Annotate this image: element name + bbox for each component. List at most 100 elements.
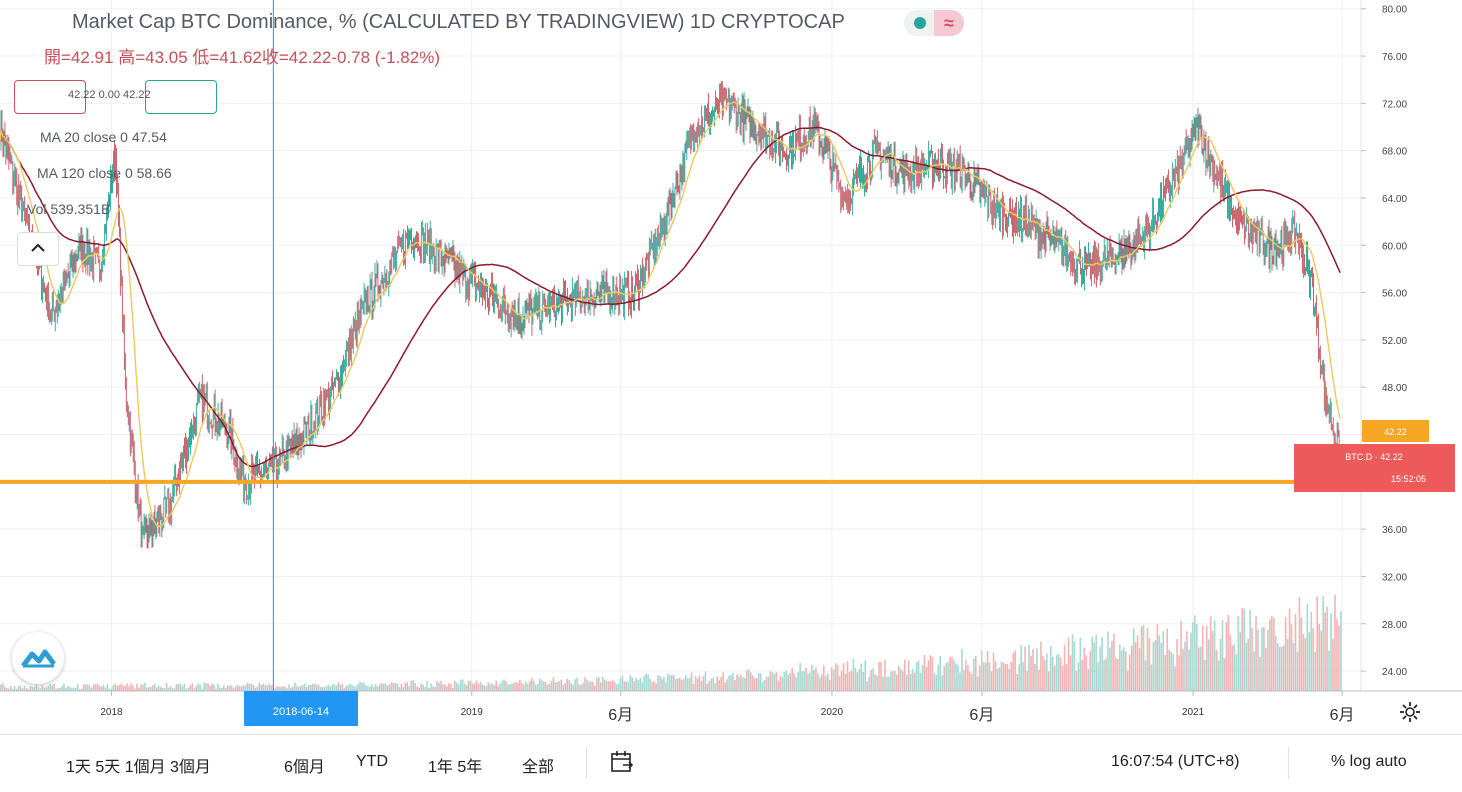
volume-bar (1012, 652, 1015, 691)
volume-bar (140, 684, 142, 691)
volume-bar (126, 683, 128, 691)
volume-bar (19, 685, 22, 691)
volume-bar (136, 683, 138, 691)
volume-bar (110, 688, 113, 691)
volume-bar (1065, 664, 1068, 691)
volume-bar (1217, 660, 1220, 691)
volume-bar (333, 684, 336, 691)
volume-bar (21, 688, 24, 691)
range-short-buttons[interactable]: 1天 5天 1個月 3個月 (66, 759, 211, 776)
logo-mark (21, 649, 56, 668)
volume-bar (907, 660, 910, 691)
volume-bar (325, 686, 328, 691)
volume-bar (558, 681, 561, 691)
volume-bar (712, 677, 715, 691)
volume-bar (1267, 629, 1269, 691)
volume-bar (347, 685, 349, 691)
tradingview-logo-icon[interactable] (12, 632, 64, 684)
volume-bar (226, 685, 229, 691)
volume-bar (923, 655, 926, 691)
volume-bar (742, 677, 744, 691)
volume-bar (751, 675, 754, 691)
range-years-buttons[interactable]: 1年 5年 (428, 759, 483, 776)
volume-bar (627, 681, 630, 691)
volume-bar (96, 683, 99, 691)
volume-bar (1168, 649, 1170, 691)
calendar-icon[interactable] (609, 749, 635, 775)
volume-bar (738, 676, 740, 691)
volume-bar (88, 685, 91, 691)
gear-icon[interactable] (1398, 700, 1422, 724)
volume-bar (327, 684, 330, 691)
chart-canvas[interactable]: 24.0028.0032.0036.0040.0044.0048.0052.00… (0, 0, 1462, 734)
ma120-legend[interactable]: MA 120 close 0 58.66 (37, 165, 172, 181)
volume-bar (1020, 645, 1022, 691)
volume-bar (1109, 647, 1111, 691)
y-tick-label: 52.00 (1382, 336, 1407, 347)
range-ytd-button[interactable]: YTD (356, 753, 388, 770)
volume-bar (899, 668, 902, 691)
volume-bar (959, 672, 961, 691)
volume-bar (1282, 645, 1285, 691)
volume-bar (994, 661, 997, 691)
volume-bar (866, 681, 869, 691)
volume-bar (422, 684, 424, 691)
volume-bar (530, 678, 533, 691)
volume-bar (266, 685, 269, 691)
clock-readout[interactable]: 16:07:54 (UTC+8) (1111, 753, 1240, 770)
volume-bar (1273, 617, 1275, 691)
range-all-button[interactable]: 全部 (522, 759, 555, 776)
volume-bar (969, 671, 971, 691)
volume-bar (789, 672, 792, 691)
volume-bar (497, 686, 499, 691)
volume-bar (262, 683, 265, 691)
volume-bar (826, 673, 829, 691)
volume-bar (1257, 629, 1259, 691)
range-6m-button[interactable]: 6個月 (284, 759, 325, 776)
volume-bar (219, 687, 221, 691)
indicator-box-green[interactable] (145, 80, 217, 114)
volume-bar (61, 686, 63, 691)
volume-bar (698, 675, 701, 691)
volume-bar (823, 665, 825, 691)
volume-bar (761, 681, 764, 691)
volume-bar (574, 679, 576, 691)
y-tick-label: 80.00 (1382, 5, 1407, 16)
volume-bar (1022, 662, 1024, 691)
volume-bar (1215, 649, 1218, 691)
volume-bar (1010, 661, 1013, 691)
volume-bar (988, 662, 991, 691)
volume-bar (746, 670, 748, 691)
volume-bar (313, 683, 316, 691)
volume-bar (799, 663, 801, 691)
volume-bar (448, 683, 450, 691)
volume-legend[interactable]: Vol 539.351B (27, 201, 111, 217)
scale-options[interactable]: % log auto (1331, 753, 1407, 770)
volume-bar (903, 659, 906, 691)
volume-bar (475, 680, 478, 691)
volume-bar (984, 662, 987, 691)
volume-bar (1026, 670, 1028, 691)
volume-bar (483, 685, 486, 691)
volume-bar (31, 686, 34, 691)
volume-bar (523, 684, 525, 691)
volume-bar (659, 675, 661, 691)
volume-bar (1117, 659, 1119, 691)
volume-bar (971, 673, 973, 691)
status-icons[interactable]: ≈ (904, 10, 964, 36)
volume-bar (1192, 622, 1194, 691)
wave-icon[interactable]: ≈ (934, 10, 964, 36)
volume-bar (913, 672, 916, 691)
ma20-legend[interactable]: MA 20 close 0 47.54 (40, 129, 167, 145)
volume-bar (635, 677, 638, 691)
volume-bar (171, 688, 174, 691)
volume-bar (1286, 638, 1289, 691)
volume-bar (667, 673, 669, 691)
volume-bar (67, 685, 69, 691)
volume-bar (1073, 641, 1076, 691)
volume-bar (1030, 655, 1032, 691)
indicator-box-red[interactable] (14, 80, 86, 114)
collapse-legend-button[interactable] (17, 232, 59, 266)
volume-bar (138, 687, 140, 691)
volume-bar (601, 676, 604, 691)
